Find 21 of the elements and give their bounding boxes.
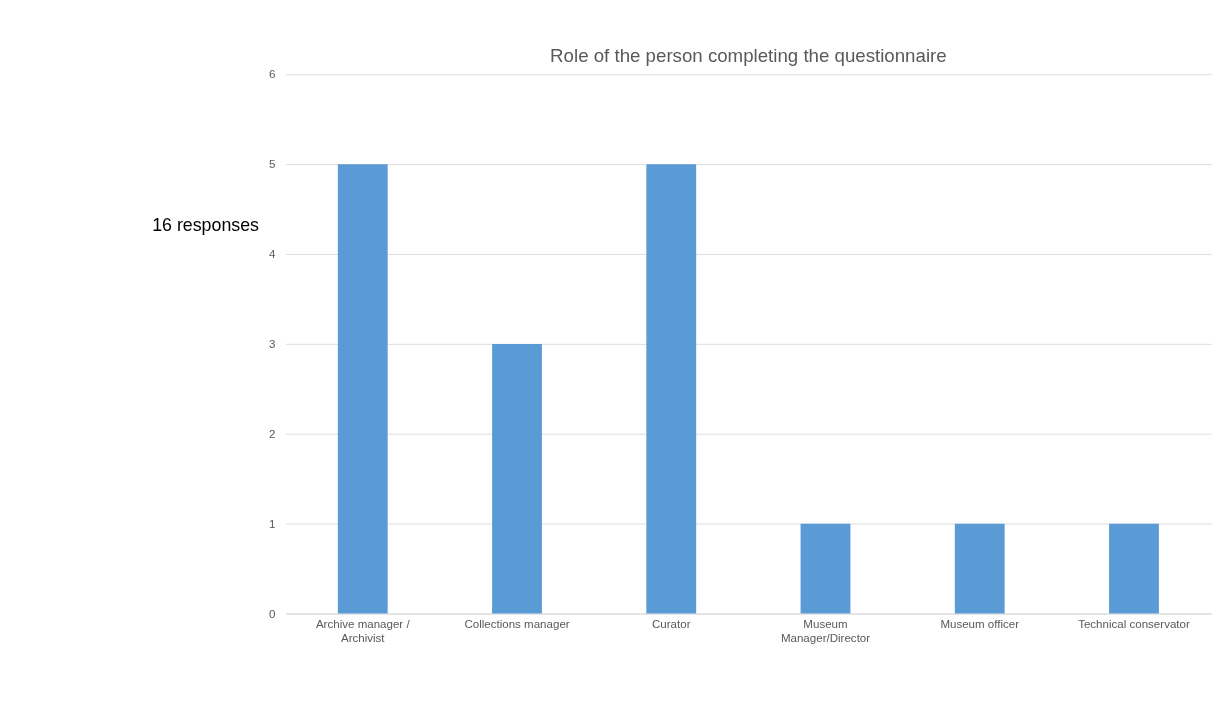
x-tick-label: Curator (651, 618, 691, 631)
y-tick-label: 5 (268, 158, 276, 171)
y-tick-label: 2 (268, 427, 276, 440)
y-tick-label: 1 (268, 517, 276, 530)
y-tick-label: 3 (268, 337, 276, 350)
x-tick-label: Archive manager / Archivist (315, 618, 411, 644)
y-tick-label: 0 (268, 607, 276, 620)
bar (492, 343, 542, 614)
x-tick-label: Technical conservator (1078, 618, 1190, 631)
y-tick-label: 4 (268, 248, 276, 261)
bar (1109, 523, 1159, 614)
x-tick-label: Museum Manager/Director (780, 618, 871, 644)
bar (646, 164, 697, 614)
text: 16 responses (152, 214, 260, 235)
x-tick-label: Collections manager (464, 618, 570, 631)
y-tick-label: 6 (268, 68, 276, 81)
x-tick-label: Museum officer (940, 618, 1020, 631)
bar (800, 523, 851, 614)
bar (337, 164, 388, 614)
bar (954, 523, 1005, 614)
chart-title: Role of the person completing the questionnaire (550, 44, 947, 66)
